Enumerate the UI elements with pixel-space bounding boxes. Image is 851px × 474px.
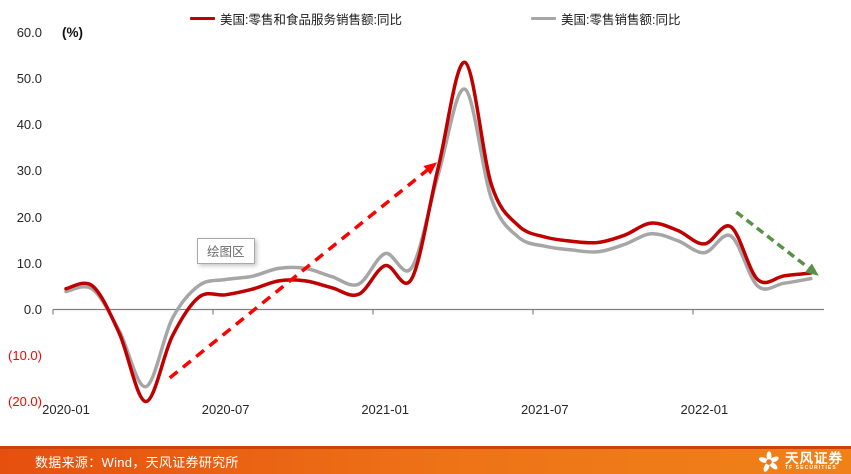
legend-swatch-series2 <box>531 16 556 21</box>
decline-arrow-shaft <box>735 210 810 270</box>
series-line-2 <box>64 87 813 389</box>
y-axis-tick-label: 30.0 <box>16 163 42 179</box>
x-axis-tick-label: 2021-01 <box>361 402 410 417</box>
y-axis-tick-label: 40.0 <box>16 117 42 133</box>
legend-item-series1: 美国:零售和食品服务销售额:同比 <box>190 9 402 28</box>
y-axis-tick-label: 20.0 <box>16 209 42 225</box>
y-axis-unit-label: (%) <box>62 25 83 40</box>
rebound-arrow-head <box>423 162 438 175</box>
tf-securities-logo-icon <box>758 450 779 472</box>
y-axis-tick-label: (10.0) <box>8 348 42 364</box>
y-axis-tick-label: 0.0 <box>23 302 42 317</box>
decline-arrow-head <box>805 263 819 276</box>
series-line-1 <box>64 60 813 404</box>
y-axis-tick-label: 50.0 <box>16 71 42 86</box>
legend-swatch-series1 <box>190 16 215 21</box>
rebound-arrow-shaft <box>168 168 429 380</box>
y-axis-tick-label: 60.0 <box>16 24 42 40</box>
data-source-text: 数据来源：Wind，天风证券研究所 <box>35 455 239 470</box>
legend-item-series2: 美国:零售销售额:同比 <box>531 9 680 28</box>
x-axis-tick-label: 2020-01 <box>42 402 90 417</box>
brand-name-en: TF SECURITIES <box>785 465 837 471</box>
brand-name-cn: 天风证券 <box>785 451 843 466</box>
x-axis-tick-label: 2022-01 <box>680 402 729 417</box>
plot-area-tooltip: 绘图区 <box>197 238 255 264</box>
y-axis-tick-label: 10.0 <box>16 255 42 271</box>
brand-text: 天风证券 TF SECURITIES <box>785 452 843 471</box>
y-axis-tick-label: (20.0) <box>8 394 42 410</box>
brand-logo: 天风证券 TF SECURITIES <box>758 449 843 474</box>
line-chart-plot <box>52 60 824 404</box>
legend-label-series2: 美国:零售销售额:同比 <box>561 13 681 27</box>
footer-bar: 数据来源：Wind，天风证券研究所 天风证券 TF SECURITIES <box>0 446 851 474</box>
x-axis-tick-label: 2020-07 <box>201 402 250 417</box>
x-axis-tick-label: 2021-07 <box>520 402 569 417</box>
legend-label-series1: 美国:零售和食品服务销售额:同比 <box>220 13 402 27</box>
